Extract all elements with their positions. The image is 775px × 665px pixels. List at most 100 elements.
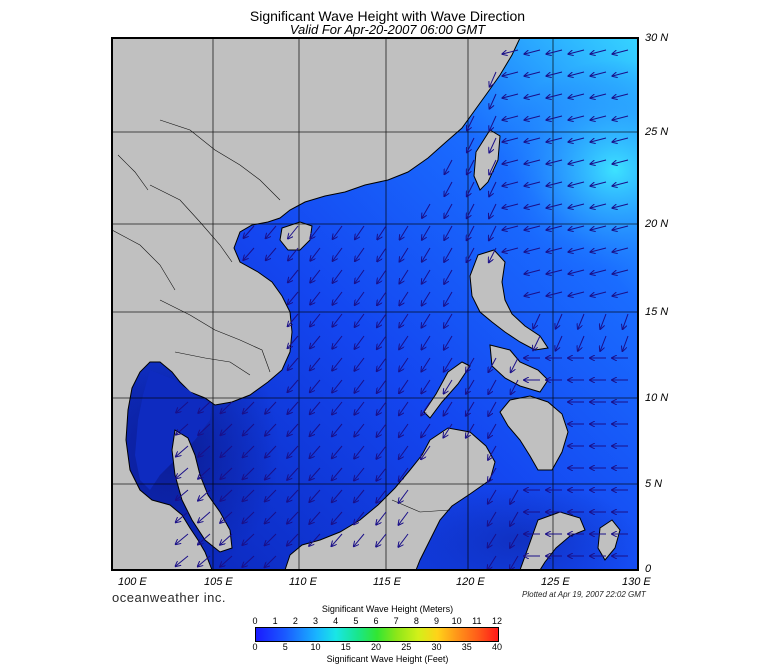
wave-arrow: [399, 313, 409, 327]
wave-arrow: [399, 357, 409, 371]
colorbar-tick-meters: 12: [491, 616, 503, 626]
wave-arrow: [266, 247, 277, 260]
wave-arrow: [488, 445, 497, 460]
wave-arrow: [309, 533, 321, 546]
wave-arrow: [377, 247, 387, 261]
wave-arrow: [332, 291, 343, 305]
wave-arrow: [333, 225, 343, 239]
wave-arrow: [355, 269, 365, 283]
wave-arrow: [488, 357, 497, 372]
wave-arrow: [489, 137, 497, 153]
wave-arrow: [503, 159, 519, 164]
wave-arrow: [490, 71, 497, 87]
wave-arrow: [221, 401, 233, 413]
colorbar-tick-meters: 9: [433, 616, 440, 626]
wave-arrow: [355, 313, 365, 327]
lat-label: 15 N: [645, 306, 669, 318]
lat-lon-grid: [112, 38, 638, 570]
wave-arrow: [309, 511, 321, 524]
wave-arrow: [569, 181, 585, 186]
mainland-asia: [112, 38, 521, 570]
wave-arrow: [569, 137, 585, 142]
wave-arrow: [591, 181, 607, 186]
wave-arrow: [444, 379, 453, 394]
wave-arrow: [488, 533, 497, 548]
wave-arrow: [569, 159, 585, 164]
wave-arrow: [421, 445, 431, 459]
wave-arrow: [198, 555, 211, 566]
wave-arrow: [398, 533, 409, 547]
wave-arrow: [243, 247, 255, 260]
wave-arrow: [503, 203, 519, 208]
wave-arrow: [400, 247, 409, 262]
wave-arrow: [503, 225, 519, 230]
wave-arrow: [176, 467, 189, 478]
wave-arrow: [288, 335, 299, 348]
wave-arrow: [332, 313, 343, 327]
wave-arrow: [355, 225, 365, 239]
wave-arrow: [332, 467, 343, 480]
wave-arrow: [287, 511, 299, 524]
wave-arrow: [569, 269, 585, 274]
wave-arrow: [243, 489, 255, 501]
border-line: [149, 184, 233, 263]
wave-arrow: [332, 511, 343, 524]
wave-arrow: [376, 533, 387, 547]
wave-arrow: [243, 423, 255, 435]
wave-arrow: [354, 511, 365, 524]
wave-arrow: [220, 445, 233, 457]
colorbar-tick-meters: 6: [373, 616, 379, 626]
wave-arrow: [176, 401, 189, 413]
wave-arrow: [355, 291, 365, 305]
wave-arrow: [547, 269, 563, 274]
wave-arrow: [265, 445, 277, 458]
wave-arrow: [503, 247, 519, 252]
wave-arrow: [377, 379, 387, 393]
wave-arrow: [547, 115, 563, 120]
wave-arrow: [613, 93, 629, 98]
lon-label: 110 E: [289, 576, 317, 588]
wave-arrow: [525, 247, 541, 252]
country-borders: [112, 119, 451, 513]
wave-arrow: [176, 555, 189, 566]
wave-arrow: [377, 313, 387, 327]
wave-arrow: [591, 225, 607, 230]
wave-arrow: [525, 269, 541, 274]
wave-arrow: [354, 357, 365, 371]
wave-arrow: [623, 335, 629, 351]
wave-arrow: [310, 247, 321, 261]
wave-arrow: [466, 357, 475, 372]
wave-arrow: [243, 401, 255, 414]
wave-arrow: [287, 467, 299, 480]
wave-arrow: [547, 225, 563, 230]
wave-arrow: [444, 401, 453, 416]
wave-arrow: [525, 181, 541, 186]
wave-arrow: [332, 401, 343, 415]
wave-arrow: [332, 357, 343, 371]
wave-arrow: [503, 115, 519, 120]
wave-arrow: [547, 291, 563, 296]
colorbar-tick-feet: 40: [491, 642, 503, 652]
wave-arrow: [220, 467, 233, 479]
taiwan-island: [473, 129, 501, 191]
wave-arrow: [310, 225, 321, 239]
map-title: Significant Wave Height with Wave Direct…: [249, 8, 526, 24]
wave-arrow: [511, 379, 519, 394]
wave-arrow: [421, 423, 431, 437]
wave-arrow: [467, 181, 475, 196]
wave-arrow: [333, 247, 343, 261]
wave-arrow: [287, 423, 299, 436]
border-line: [117, 154, 149, 191]
lon-label: 100 E: [118, 576, 147, 588]
colorbar-tick-meters: 7: [393, 616, 399, 626]
colorbar-tick-feet: 0: [252, 642, 258, 652]
wave-arrow: [578, 335, 585, 351]
wave-arrow: [525, 203, 541, 208]
wave-arrow: [265, 533, 277, 545]
wave-arrow: [332, 489, 343, 502]
wave-arrow: [399, 489, 409, 503]
wave-arrow: [525, 291, 541, 296]
wave-arrow: [310, 335, 321, 348]
wave-arrow: [488, 555, 497, 570]
wave-arrow: [354, 423, 365, 437]
